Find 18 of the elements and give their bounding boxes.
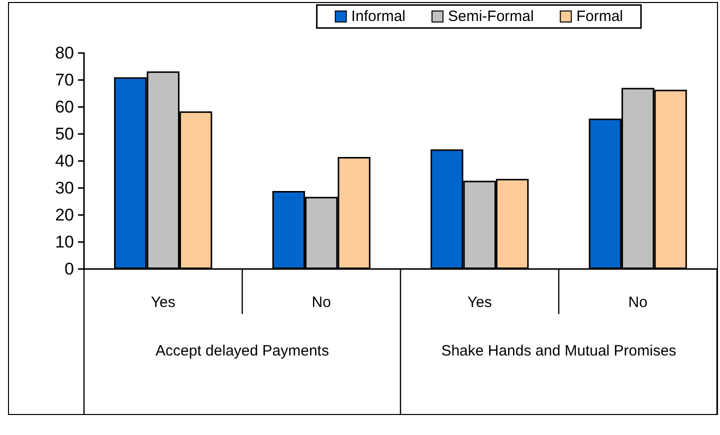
text: Accept delayed Payments <box>156 342 329 360</box>
y-tick-label: 80 <box>55 44 74 62</box>
y-tick-label: 70 <box>55 70 74 90</box>
y-tick-label: 0 <box>64 260 74 278</box>
y-tick-label: 40 <box>55 152 74 170</box>
y-tick-label: 30 <box>55 178 74 198</box>
y-tick-label: 20 <box>55 206 74 224</box>
legend-label: Semi-Formal <box>448 8 534 25</box>
legend-label: Formal <box>576 8 623 25</box>
x-tick-label: No <box>628 294 648 311</box>
x-tick-label: No <box>312 294 331 311</box>
x-tick-label: Yes <box>467 294 492 311</box>
text: Shake Hands and Mutual Promises <box>441 342 676 360</box>
y-tick-label: 50 <box>55 124 74 144</box>
y-tick-label: 10 <box>55 232 74 252</box>
x-tick-label: Yes <box>150 294 176 311</box>
y-tick-label: 60 <box>55 98 74 116</box>
legend-label: Informal <box>351 8 406 25</box>
